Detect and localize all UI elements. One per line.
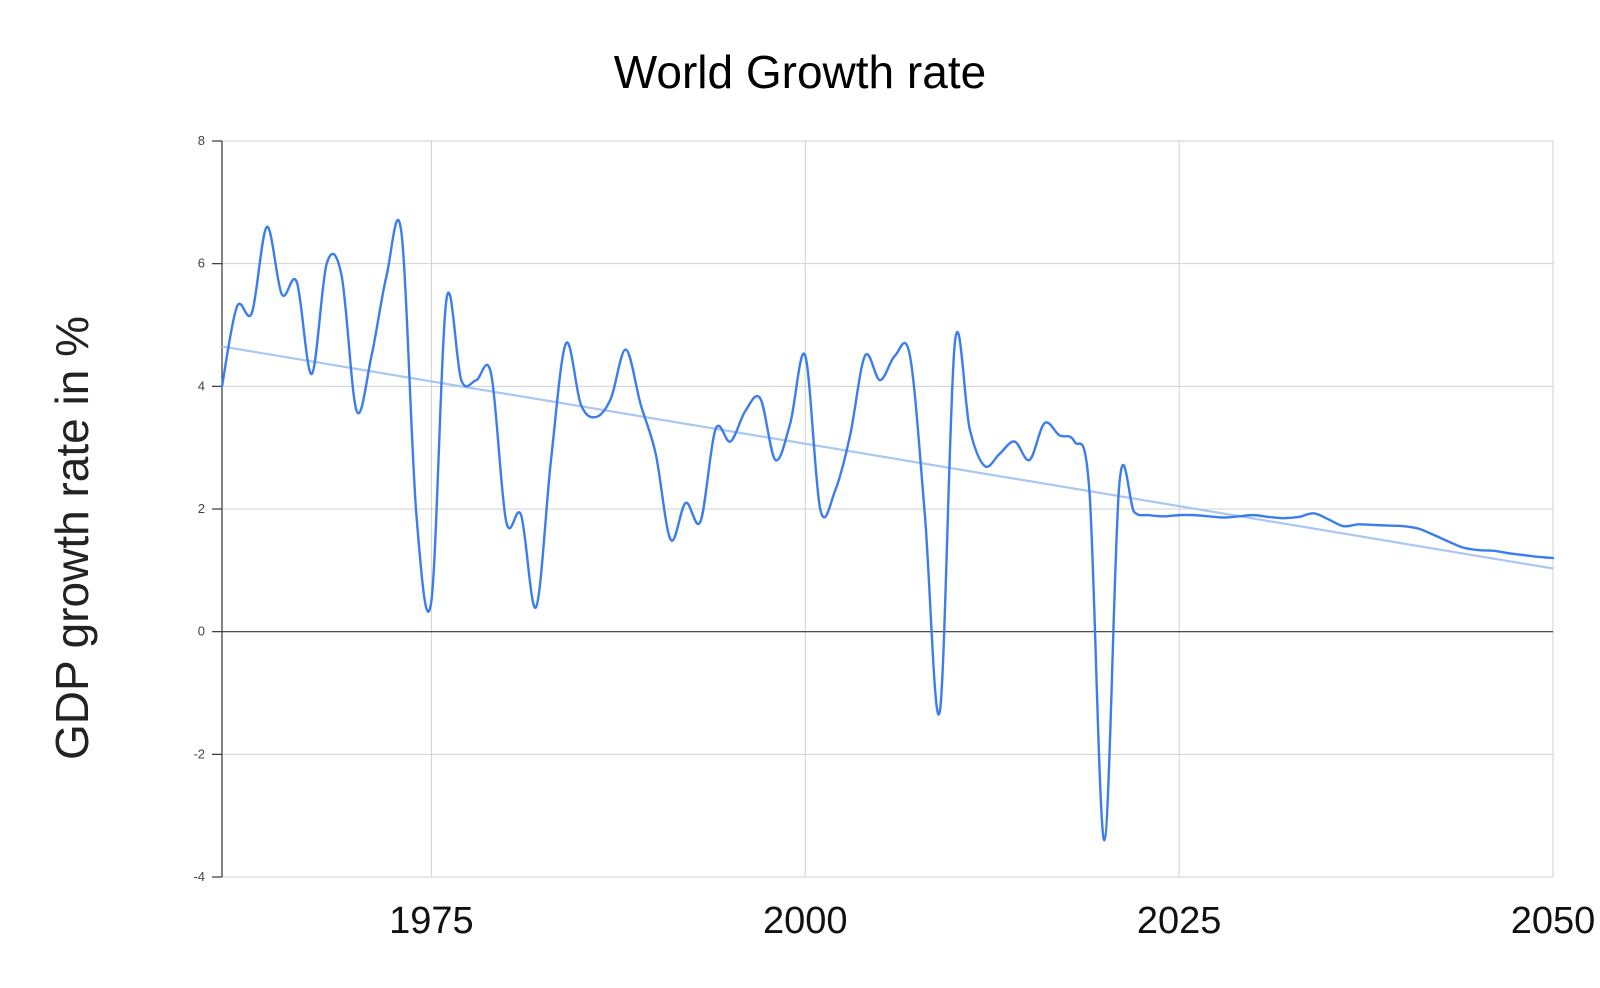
gridlines: [222, 140, 1554, 878]
y-tick-label: 4: [198, 378, 205, 393]
y-tick-label: 6: [198, 256, 205, 271]
y-tick-label: -4: [193, 869, 205, 884]
x-tick-label: 2000: [763, 900, 848, 942]
tick-labels: -4 -2 0 2 4 6 8 1975 2000 2025 2050: [193, 133, 1595, 942]
y-axis-title: GDP growth rate in %: [46, 316, 98, 760]
y-tick-label: -2: [193, 746, 205, 761]
y-tick-label: 0: [198, 624, 205, 639]
gdp-growth-line: [220, 218, 1555, 842]
trendline: [221, 345, 1554, 570]
x-tick-label: 1975: [389, 900, 474, 942]
axes: [212, 140, 1553, 878]
y-tick-label: 2: [198, 501, 205, 516]
series-lines: [220, 218, 1555, 842]
x-tick-label: 2025: [1137, 900, 1222, 942]
chart-title: World Growth rate: [614, 46, 986, 98]
y-tick-label: 8: [198, 133, 205, 148]
x-tick-label: 2050: [1511, 900, 1596, 942]
